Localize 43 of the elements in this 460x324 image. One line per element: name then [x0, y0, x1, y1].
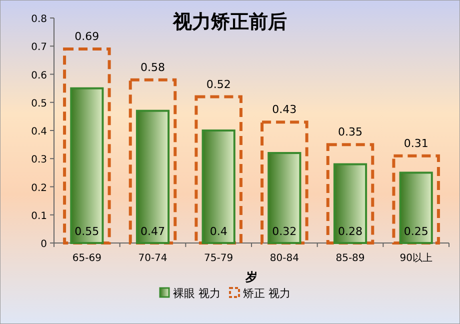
legend-label: 裸眼 视力 — [173, 287, 220, 300]
data-label: 0.28 — [338, 225, 362, 238]
bar — [399, 172, 433, 244]
data-label: 0.52 — [206, 78, 231, 91]
bar — [136, 110, 170, 244]
bar — [202, 130, 236, 244]
y-tick-label: 0.1 — [31, 210, 47, 222]
data-label: 0.55 — [74, 225, 100, 238]
y-tick-label: 0.4 — [31, 126, 47, 138]
y-tick-label: 0 — [40, 239, 47, 250]
bar — [63, 47, 111, 244]
y-tick-label: 0.5 — [31, 98, 47, 110]
data-label: 0.25 — [404, 225, 428, 238]
y-tick-label: 0.2 — [31, 182, 47, 194]
data-label: 0.35 — [338, 126, 362, 139]
bar — [260, 120, 308, 244]
data-label: 0.31 — [404, 136, 428, 150]
bar — [392, 154, 440, 244]
data-label: 0.69 — [74, 30, 100, 43]
y-tick-label: 0.8 — [31, 14, 47, 25]
x-tick-label: 90以上 — [400, 252, 432, 264]
x-tick-label: 70-74 — [138, 253, 168, 264]
y-tick-label: 0.3 — [31, 154, 47, 166]
bar — [326, 143, 374, 244]
data-label: 0.43 — [272, 103, 297, 116]
bar — [70, 87, 104, 244]
bar — [128, 78, 177, 244]
y-tick-label: 0.6 — [31, 70, 47, 82]
x-tick-label: 75-79 — [204, 253, 234, 264]
data-label: 0.32 — [272, 225, 297, 238]
x-tick-label: 85-89 — [336, 253, 365, 264]
data-label: 0.4 — [210, 225, 228, 238]
chart-title: 视力矫正前后 — [172, 11, 287, 33]
x-axis-title: 岁 — [244, 270, 258, 284]
legend-label: 矫正 视力 — [243, 287, 290, 300]
x-tick-label: 65-69 — [72, 253, 102, 264]
x-tick-label: 80-84 — [270, 253, 299, 264]
data-label: 0.58 — [140, 60, 165, 74]
bar — [268, 152, 302, 244]
bar — [333, 163, 368, 244]
bar — [194, 95, 242, 244]
data-label: 0.47 — [140, 225, 165, 238]
y-tick-label: 0.7 — [31, 42, 47, 54]
